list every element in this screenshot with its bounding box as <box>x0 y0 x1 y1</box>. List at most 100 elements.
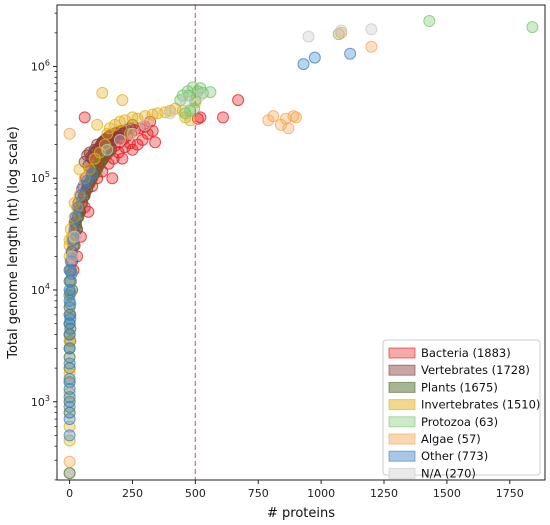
data-point <box>82 205 95 218</box>
legend-label: Plants (1675) <box>421 380 498 394</box>
data-point <box>279 112 292 125</box>
legend: Bacteria (1883) Vertebrates (1728) Plants … <box>382 339 541 480</box>
data-point <box>69 211 82 223</box>
data-point <box>290 111 302 124</box>
y-tick-label: 105 <box>31 170 50 185</box>
data-point <box>308 51 321 64</box>
x-axis-ticks: 0 250 500 750 1000 1250 1500 1750 <box>66 480 524 500</box>
data-point <box>113 134 126 146</box>
data-point <box>63 357 76 370</box>
data-point <box>282 122 295 135</box>
data-point <box>118 114 131 127</box>
data-point <box>96 86 109 99</box>
x-axis-title: # proteins <box>267 506 335 521</box>
data-point <box>63 386 76 399</box>
data-point <box>267 110 280 123</box>
legend-box <box>382 339 541 476</box>
data-point <box>73 163 86 176</box>
y-tick-label: 104 <box>31 282 50 297</box>
legend-swatch <box>388 450 416 462</box>
series-4 <box>174 15 539 120</box>
x-tick-label: 0 <box>66 487 73 500</box>
data-point <box>63 400 76 413</box>
data-point <box>68 230 81 243</box>
data-point <box>164 107 177 120</box>
x-tick-label: 1000 <box>307 487 335 500</box>
x-tick-label: 250 <box>122 487 143 500</box>
data-point <box>63 413 76 426</box>
data-point <box>64 298 77 310</box>
data-point <box>335 24 348 37</box>
x-tick-label: 1250 <box>370 487 398 500</box>
data-point <box>74 189 87 202</box>
data-point <box>66 245 79 258</box>
data-point <box>116 94 129 107</box>
data-point <box>365 23 378 36</box>
data-point <box>149 136 162 149</box>
data-point <box>126 127 139 140</box>
data-point <box>91 118 104 131</box>
data-point <box>64 313 77 325</box>
data-point <box>116 152 129 165</box>
data-point <box>63 391 76 404</box>
data-point <box>64 286 77 299</box>
data-point <box>179 94 192 107</box>
data-point <box>344 47 357 60</box>
y-axis-title: Total genome length (nt) (log scale) <box>6 126 21 360</box>
legend-label: Invertebrates (1510) <box>421 398 540 412</box>
data-point <box>217 111 229 124</box>
data-point <box>139 118 151 131</box>
plot-frame <box>56 4 546 481</box>
data-point <box>63 455 76 468</box>
data-point <box>526 21 539 34</box>
data-point <box>302 30 315 43</box>
legend-label: Other (773) <box>421 449 488 463</box>
data-point <box>63 429 76 442</box>
data-point <box>63 467 76 480</box>
legend-label: Algae (57) <box>421 432 481 446</box>
data-point <box>365 40 378 53</box>
legend-swatch <box>388 467 416 479</box>
series-5 <box>63 26 378 468</box>
data-point <box>101 143 114 156</box>
data-point <box>63 373 76 385</box>
data-point <box>78 111 91 124</box>
series-7 <box>66 23 378 263</box>
series-6 <box>63 47 357 442</box>
legend-label: Bacteria (1883) <box>421 346 511 360</box>
data-point <box>232 94 245 107</box>
legend-swatch <box>388 347 416 359</box>
data-point <box>63 328 76 341</box>
x-tick-label: 1500 <box>433 487 461 500</box>
data-point <box>63 383 76 395</box>
x-tick-label: 500 <box>185 487 206 500</box>
data-point <box>297 58 310 71</box>
legend-label: Vertebrates (1728) <box>421 363 530 377</box>
x-tick-label: 1750 <box>496 487 524 500</box>
legend-swatch <box>388 399 416 411</box>
legend-swatch <box>388 381 416 393</box>
data-point <box>65 267 78 280</box>
data-point <box>86 167 99 180</box>
data-point <box>63 127 76 140</box>
legend-swatch <box>388 416 416 428</box>
y-tick-label: 103 <box>31 394 50 409</box>
data-point <box>123 127 136 140</box>
y-tick-label: 106 <box>31 58 50 73</box>
data-point <box>423 15 436 27</box>
data-point <box>204 86 217 99</box>
data-point <box>63 342 76 355</box>
data-point <box>106 172 119 185</box>
data-point <box>194 89 207 102</box>
points-layer <box>63 15 539 480</box>
legend-label: Protozoa (63) <box>421 415 498 429</box>
legend-swatch <box>388 364 416 376</box>
y-axis-ticks: 103 104 105 106 <box>31 12 57 481</box>
data-point <box>188 102 201 115</box>
legend-swatch <box>388 433 416 445</box>
x-tick-label: 750 <box>248 487 269 500</box>
data-point <box>72 201 85 214</box>
legend-label: N/A (270) <box>421 466 476 480</box>
data-point <box>66 250 79 263</box>
